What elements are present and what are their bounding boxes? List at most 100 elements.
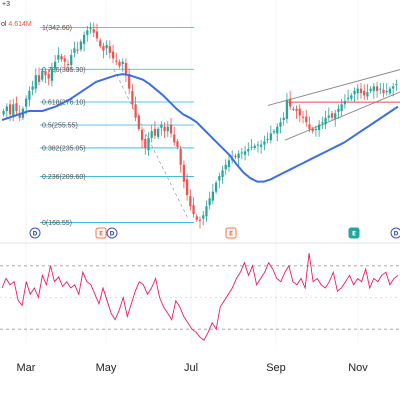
candle-body	[53, 61, 57, 69]
candle-body	[195, 216, 198, 220]
candle-body	[234, 155, 237, 157]
event-marker-earnings[interactable]: E	[225, 227, 237, 239]
event-symbol: D	[110, 231, 115, 238]
x-axis: Mar May Jul Sep Nov	[17, 362, 369, 374]
candle-body	[350, 95, 353, 99]
rsi-pane	[0, 253, 400, 341]
candle-body	[330, 113, 334, 118]
candle-body	[124, 62, 128, 76]
candle-body	[382, 89, 385, 94]
candle-body	[2, 111, 5, 115]
candle-body	[41, 70, 44, 80]
candle-body	[153, 128, 157, 136]
candle-body	[160, 124, 163, 128]
candle-body	[173, 134, 176, 143]
candle-body	[31, 86, 34, 90]
candle-body	[301, 116, 305, 118]
candle-body	[140, 130, 144, 141]
candle-body	[285, 99, 289, 119]
candle-body	[308, 124, 311, 129]
event-badge	[348, 227, 360, 239]
candle-body	[169, 124, 173, 134]
candle-body	[359, 88, 363, 94]
x-tick-label: Mar	[17, 362, 36, 374]
candle-body	[260, 144, 263, 147]
x-tick-label: May	[96, 362, 117, 374]
fib-level-label: 1(342.60)	[42, 25, 72, 32]
x-tick-label: Jul	[184, 362, 198, 374]
fib-level-label: 0.5(255.55)	[42, 122, 78, 129]
event-marker-dividend[interactable]: D	[29, 227, 41, 239]
event-badge	[95, 227, 107, 239]
candle-body	[15, 103, 18, 112]
candle-body	[272, 131, 276, 133]
candle-body	[369, 88, 372, 91]
candle-body	[111, 51, 115, 59]
candle-body	[214, 182, 218, 192]
event-badge	[390, 227, 400, 239]
candle-body	[105, 44, 108, 49]
candle-body	[198, 219, 202, 221]
candle-body	[137, 115, 140, 129]
candle-body	[128, 74, 131, 89]
candle-body	[157, 128, 160, 137]
candle-body	[99, 40, 102, 47]
candle-body	[189, 196, 192, 207]
event-marker-earnings[interactable]: E	[95, 227, 107, 239]
candle-body	[289, 98, 292, 107]
candle-body	[247, 149, 250, 152]
candle-body	[266, 139, 269, 141]
candle-body	[340, 104, 343, 112]
candle-body	[221, 170, 224, 178]
candle-body	[276, 126, 279, 134]
event-badge	[106, 227, 118, 239]
event-symbol: D	[394, 231, 399, 238]
x-tick-label: Sep	[266, 362, 286, 374]
candle-body	[76, 49, 79, 51]
candle-body	[298, 108, 301, 116]
candle-body	[253, 145, 256, 148]
candle-body	[224, 164, 227, 170]
candle-body	[379, 88, 382, 90]
event-marker-earnings_green[interactable]: E	[348, 227, 360, 239]
event-badge	[225, 227, 237, 239]
fib-diagonal	[113, 69, 189, 219]
event-marker-dividend[interactable]: D	[106, 227, 118, 239]
candle-body	[28, 90, 31, 100]
candle-body	[63, 58, 66, 62]
candle-body	[395, 84, 398, 86]
candle-body	[282, 117, 285, 120]
candle-body	[34, 75, 37, 89]
candle-body	[18, 113, 21, 118]
candle-body	[92, 29, 95, 33]
candle-body	[237, 153, 240, 159]
candle-body	[60, 56, 63, 60]
candle-body	[343, 100, 347, 105]
candle-body	[118, 61, 121, 67]
fib-level-label: 0.786(305.30)	[42, 67, 86, 74]
candle-body	[317, 124, 321, 131]
candle-body	[25, 98, 28, 107]
candle-body	[147, 137, 150, 151]
candle-body	[263, 141, 266, 145]
event-marker-dividend[interactable]: D	[390, 227, 400, 239]
candle-body	[144, 139, 147, 148]
candle-body	[279, 122, 282, 127]
candle-body	[179, 149, 182, 165]
candle-body	[346, 97, 350, 99]
candle-body	[208, 198, 211, 206]
candle-body	[70, 55, 73, 66]
candle-body	[356, 88, 359, 94]
candle-body	[327, 115, 330, 118]
event-symbol: E	[352, 231, 356, 238]
candle-body	[388, 88, 392, 94]
candle-body	[295, 108, 298, 112]
candle-body	[37, 75, 41, 82]
candle-body	[311, 128, 314, 132]
candle-body	[385, 90, 388, 92]
volume-value: 4.614M	[8, 21, 32, 28]
candle-body	[166, 126, 169, 132]
x-tick-label: Nov	[348, 362, 368, 374]
